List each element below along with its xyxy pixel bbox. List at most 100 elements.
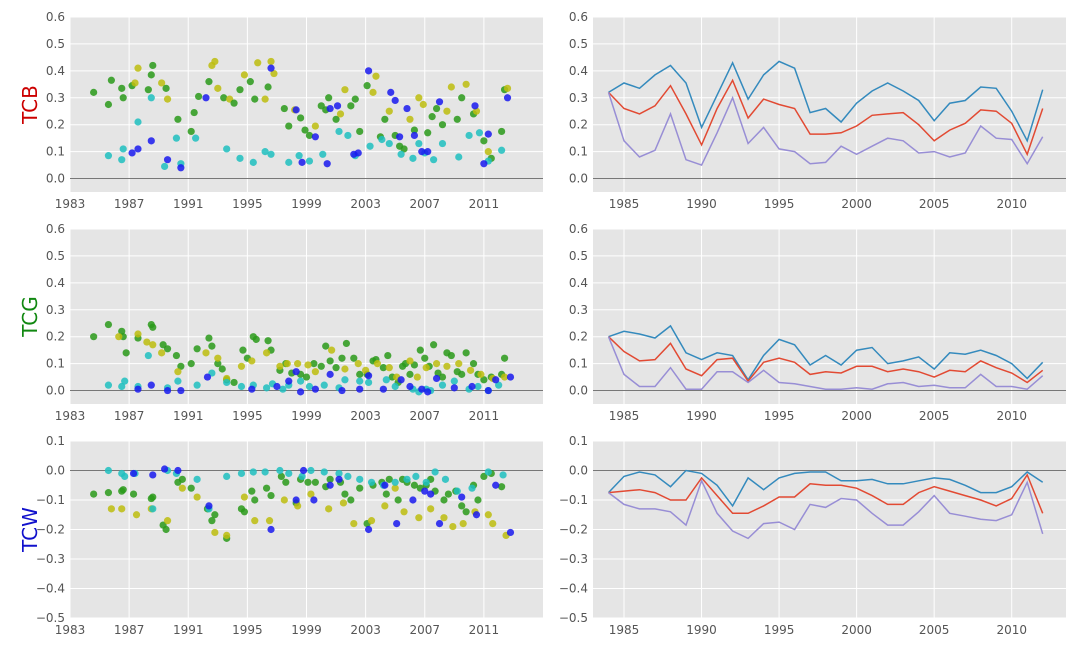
scatter-point (418, 148, 426, 156)
scatter-point (421, 354, 429, 362)
scatter-point (458, 370, 466, 378)
x-tick-label: 2007 (409, 623, 440, 637)
scatter-point (149, 61, 157, 70)
scatter-point (223, 378, 231, 387)
scatter-point (413, 373, 421, 381)
scatter-point (252, 335, 260, 343)
scatter-point (356, 385, 364, 393)
scatter-point (177, 386, 185, 395)
scatter-point (280, 496, 288, 504)
scatter-point (387, 88, 395, 96)
x-tick-label: 1995 (232, 197, 263, 211)
scatter-point (326, 370, 334, 378)
scatter-point (419, 100, 427, 109)
scatter-point (267, 525, 275, 534)
scatter-point (379, 364, 387, 372)
scatter-point (248, 487, 256, 495)
scatter-point (406, 382, 414, 391)
scatter-point (328, 346, 336, 354)
scatter-point (498, 146, 506, 154)
scatter-point (262, 349, 271, 357)
scatter-point (193, 381, 201, 389)
scatter-point (342, 339, 351, 348)
x-tick-label: 2003 (350, 623, 381, 637)
y-tick-label: 0.6 (569, 222, 588, 236)
scatter-point (307, 490, 315, 498)
scatter-point (468, 484, 476, 492)
x-tick-label: 1995 (232, 623, 263, 637)
scatter-point (134, 330, 142, 338)
scatter-point (356, 484, 364, 492)
scatter-point (338, 354, 346, 362)
series-line-red (608, 473, 1044, 515)
y-tick-label: 0.2 (569, 118, 588, 132)
y-tick-label: 0.3 (569, 303, 588, 317)
series-line-blue (607, 469, 1044, 508)
scatter-point (251, 517, 259, 525)
x-tick-label: 2011 (469, 197, 500, 211)
scatter-point (326, 475, 334, 483)
scatter-point (381, 115, 389, 123)
scatter-point (441, 475, 450, 483)
scatter-point (384, 351, 392, 360)
scatter-point (218, 365, 226, 373)
x-tick-label: 1990 (686, 623, 717, 637)
scatter-point (280, 104, 288, 113)
scatter-point (144, 86, 152, 94)
x-tick-label: 1985 (609, 409, 640, 423)
x-tick-label: 2005 (919, 623, 950, 637)
scatter-point (484, 130, 492, 138)
scatter-point (443, 107, 451, 115)
scatter-point (410, 481, 419, 489)
scatter-point (336, 110, 345, 118)
plot-area (593, 229, 1066, 404)
scatter-point (144, 351, 152, 360)
scatter-point (409, 496, 417, 504)
scatter-point (403, 104, 411, 113)
scatter-point (480, 376, 488, 384)
x-tick-label: 1987 (114, 409, 145, 423)
scatter-point (418, 385, 426, 393)
scatter-point (296, 388, 305, 396)
scatter-point (223, 531, 231, 540)
scatter-point (251, 95, 259, 103)
y-tick-label: 0.3 (46, 91, 65, 105)
scatter-point (385, 107, 393, 115)
scatter-point (285, 122, 293, 130)
scatter-point (503, 94, 512, 102)
scatter-point (506, 373, 515, 381)
scatter-point (410, 126, 419, 134)
scatter-point (118, 505, 126, 513)
row-label-tcb: TCB (18, 85, 42, 125)
scatter-point (248, 385, 256, 393)
scatter-point (251, 496, 259, 504)
scatter-point (430, 156, 438, 164)
scatter-point (147, 137, 155, 145)
scatter-point (149, 493, 157, 501)
y-tick-label: 0.5 (569, 249, 588, 263)
y-tick-label: −0.5 (36, 611, 65, 625)
scatter-point (177, 164, 185, 172)
scatter-point (443, 362, 451, 370)
series-line-blue (608, 60, 1044, 143)
scatter-point (427, 505, 435, 513)
scatter-point (262, 484, 271, 492)
scatter-point (248, 357, 256, 365)
scatter-point (294, 502, 302, 510)
scatter-point (205, 502, 213, 510)
panel-tcg-scatter: 1983 1987 1991 1995 1999 2003 2007 2011 0.0 0.1 0.… (18, 222, 543, 423)
scatter-point (326, 357, 334, 365)
x-tick-label: 2000 (841, 409, 872, 423)
scatter-point (211, 511, 219, 519)
y-tick-label: 0.1 (46, 434, 65, 448)
scatter-point (104, 489, 113, 497)
panel-tcw-line: 1985 1990 1995 2000 2005 2010 −0.5 −0.4 −0.3 −0.2… (559, 434, 1066, 637)
scatter-point (214, 360, 222, 368)
y-tick-label: 0.2 (46, 330, 65, 344)
scatter-point (397, 150, 405, 158)
scatter-point (458, 94, 466, 102)
x-tick-label: 1983 (55, 623, 86, 637)
scatter-point (484, 468, 492, 476)
series-line-red (607, 78, 1044, 157)
scatter-point (438, 373, 447, 381)
